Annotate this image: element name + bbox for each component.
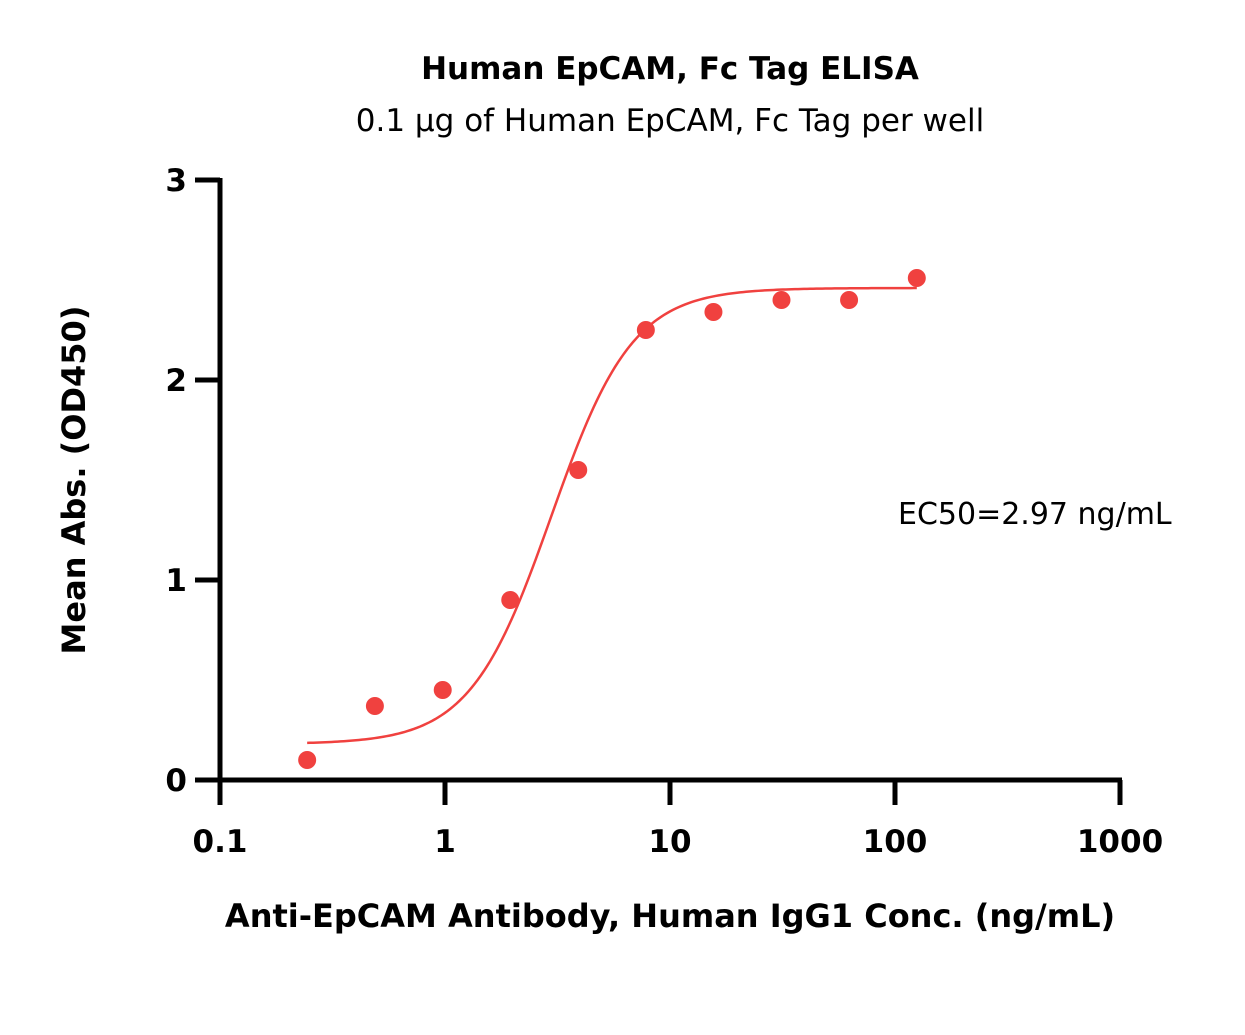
- data-point: [433, 681, 452, 699]
- chart-subtitle: 0.1 μg of Human EpCAM, Fc Tag per well: [356, 103, 984, 139]
- x-tick-label: 1: [434, 824, 456, 860]
- x-axis-label: Anti-EpCAM Antibody, Human IgG1 Conc. (n…: [225, 897, 1115, 935]
- fit-curve: [307, 286, 917, 745]
- y-axis-label: Mean Abs. (OD450): [55, 306, 93, 655]
- y-tick-label: 0: [165, 763, 187, 799]
- data-point: [840, 291, 859, 309]
- x-tick-label: 100: [863, 824, 928, 860]
- data-point: [772, 291, 791, 309]
- axes: [217, 178, 1122, 783]
- chart-title: Human EpCAM, Fc Tag ELISA: [421, 51, 919, 87]
- ec50-annotation: EC50=2.97 ng/mL: [898, 497, 1172, 532]
- x-tick-label: 1000: [1077, 824, 1163, 860]
- data-point: [704, 303, 723, 321]
- y-tick-label: 2: [165, 363, 187, 399]
- y-tick-label: 3: [165, 163, 187, 199]
- data-point: [907, 269, 926, 287]
- data-point: [365, 697, 384, 715]
- x-tick-label: 10: [648, 824, 691, 860]
- data-point: [569, 461, 588, 479]
- data-point: [501, 591, 520, 609]
- y-axis-ticks: 0 1 2 3: [165, 163, 220, 799]
- data-point: [298, 751, 317, 769]
- fit-curve-layer: [307, 286, 917, 745]
- data-points-layer: [298, 269, 926, 769]
- x-axis-ticks: 0.1 1 10 100 1000: [193, 780, 1163, 860]
- x-tick-label: 0.1: [193, 824, 248, 860]
- y-tick-label: 1: [165, 563, 187, 599]
- data-point: [636, 321, 655, 339]
